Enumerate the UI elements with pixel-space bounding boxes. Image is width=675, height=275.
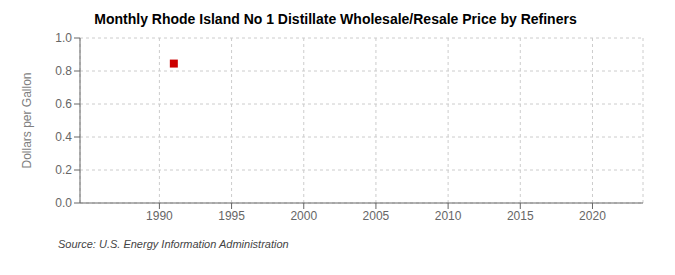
svg-text:0.6: 0.6	[55, 97, 72, 111]
svg-text:0.0: 0.0	[55, 196, 72, 210]
svg-text:2005: 2005	[363, 209, 390, 223]
svg-text:0.2: 0.2	[55, 163, 72, 177]
svg-text:1.0: 1.0	[55, 31, 72, 45]
html-text:Monthly Rhode Island No 1 Dist: Monthly Rhode Island No 1 Distillate Who…	[94, 11, 577, 27]
svg-text:0.4: 0.4	[55, 130, 72, 144]
svg-text:2020: 2020	[579, 209, 606, 223]
html-text:Source: U.S. Energy Informatio: Source: U.S. Energy Information Administ…	[58, 238, 289, 250]
svg-text:2010: 2010	[435, 209, 462, 223]
svg-text:2015: 2015	[507, 209, 534, 223]
svg-text:1995: 1995	[218, 209, 245, 223]
svg-text:2000: 2000	[290, 209, 317, 223]
svg-text:1990: 1990	[146, 209, 173, 223]
svg-text:0.8: 0.8	[55, 64, 72, 78]
svg-text:Dollars per Gallon: Dollars per Gallon	[20, 72, 34, 168]
